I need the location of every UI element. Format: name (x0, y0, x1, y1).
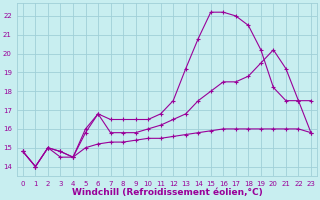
X-axis label: Windchill (Refroidissement éolien,°C): Windchill (Refroidissement éolien,°C) (72, 188, 262, 197)
